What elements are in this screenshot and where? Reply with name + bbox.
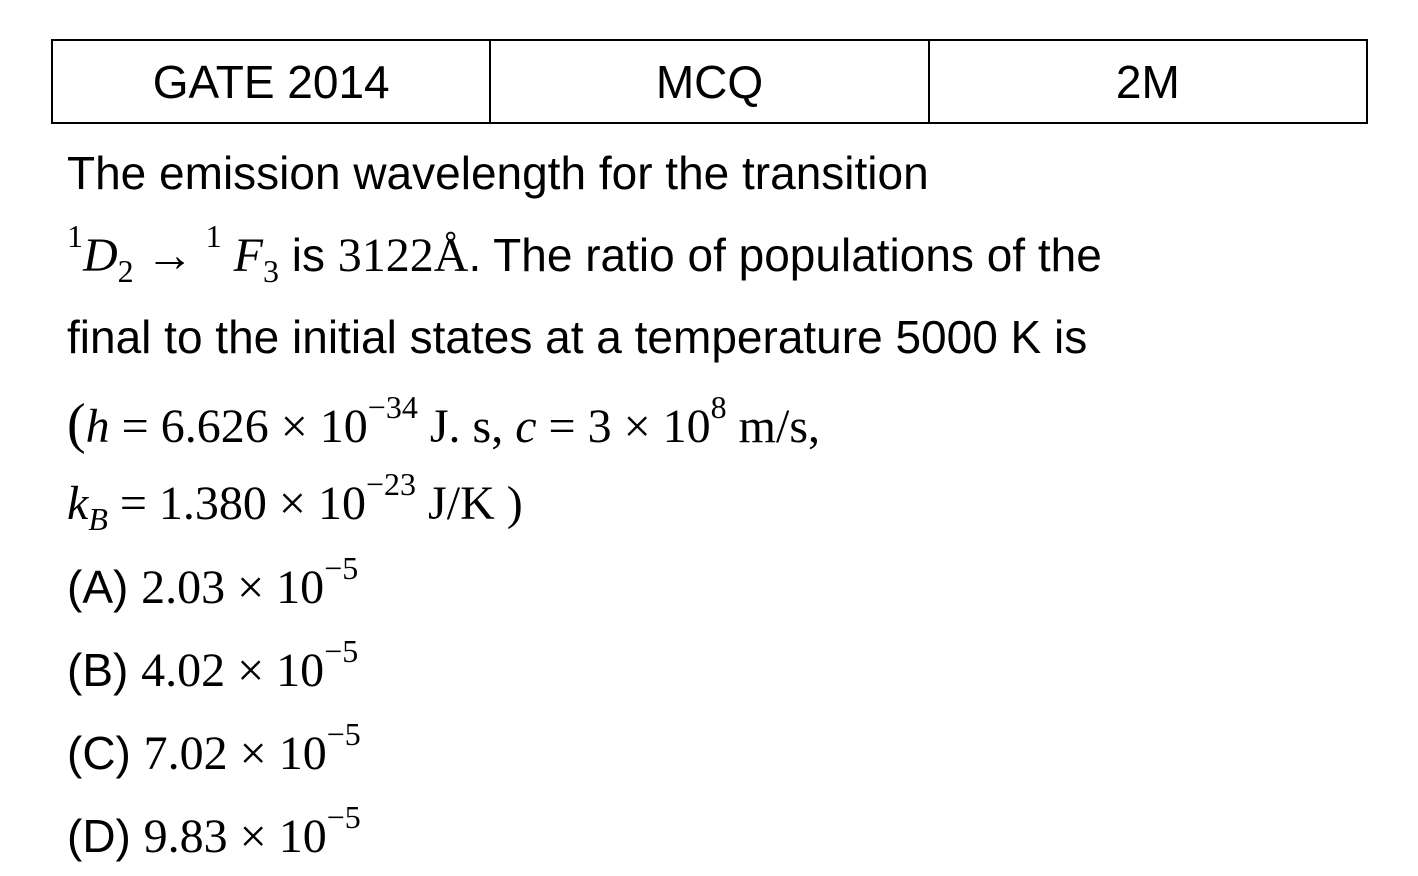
option[interactable]: (B) 4.02 × 10−5 xyxy=(67,635,358,697)
question-line: kB = 1.380 × 10−23 J/K ) xyxy=(67,468,523,535)
math: 4.02 × 10 xyxy=(141,644,325,697)
sup: 1 xyxy=(67,218,83,254)
header-cell: 2M xyxy=(927,39,1369,124)
sup: −23 xyxy=(366,466,417,502)
header-cell: GATE 2014 xyxy=(50,39,492,124)
option[interactable]: (A) 2.03 × 10−5 xyxy=(67,552,358,614)
math: ( xyxy=(67,393,86,455)
math: 7.02 × 10 xyxy=(143,727,327,780)
option[interactable]: (D) 9.83 × 10−5 xyxy=(67,801,361,863)
sup: −34 xyxy=(367,389,418,425)
option-label: (A) xyxy=(67,561,142,613)
option-label: (C) xyxy=(67,727,144,779)
sup: −5 xyxy=(324,550,359,586)
math: = 1.380 × 10 xyxy=(107,477,366,530)
option-label: (D) xyxy=(67,810,144,862)
option-label: (B) xyxy=(67,644,142,696)
sub: 3 xyxy=(263,253,279,290)
question-line: The emission wavelength for the transiti… xyxy=(67,150,929,196)
math: c xyxy=(515,400,537,453)
math: 3122Å xyxy=(337,229,469,282)
sup: 8 xyxy=(710,389,727,425)
math: J. s, xyxy=(417,400,516,453)
question-line: final to the initial states at a tempera… xyxy=(67,314,1087,360)
math: = 3 × 10 xyxy=(536,400,711,453)
text: is xyxy=(279,229,338,281)
sup: −5 xyxy=(326,716,361,752)
math: h xyxy=(85,400,110,453)
question-line: 1D2 → 1 F3 is 3122Å. The ratio of popula… xyxy=(67,220,1102,287)
sup: −5 xyxy=(324,633,359,669)
text: . The ratio of populations of the xyxy=(468,229,1102,281)
text: The emission wavelength for the transiti… xyxy=(67,147,929,199)
sup: 1 xyxy=(205,218,222,254)
math: D xyxy=(83,229,118,282)
sub: B xyxy=(88,501,108,538)
question-line: (h = 6.626 × 10−34 J. s, c = 3 × 108 m/s… xyxy=(67,391,821,455)
text: final to the initial states at a tempera… xyxy=(67,311,1088,363)
math: k xyxy=(67,477,89,530)
math: = 6.626 × 10 xyxy=(109,400,368,453)
header-cell: MCQ xyxy=(489,39,930,124)
sup: −5 xyxy=(326,799,361,835)
math: → xyxy=(133,229,206,282)
sub: 2 xyxy=(117,253,134,290)
math: J/K ) xyxy=(416,477,523,530)
math: 2.03 × 10 xyxy=(141,561,325,614)
math: 9.83 × 10 xyxy=(143,810,327,863)
option[interactable]: (C) 7.02 × 10−5 xyxy=(67,718,361,780)
header-table: GATE 2014 MCQ 2M xyxy=(50,39,1369,124)
math: m/s, xyxy=(726,400,821,453)
math: F xyxy=(221,229,263,282)
